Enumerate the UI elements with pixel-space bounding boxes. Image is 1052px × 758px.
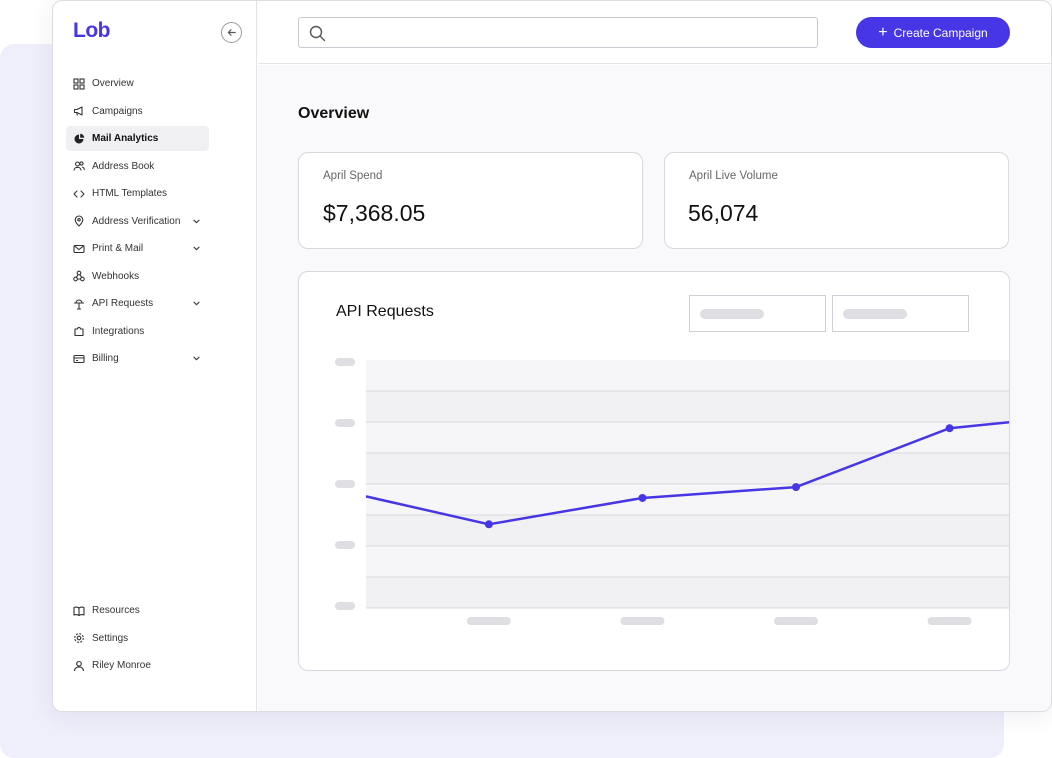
sidebar-item-riley-monroe[interactable]: Riley Monroe (66, 653, 209, 678)
collapse-sidebar-button[interactable] (221, 22, 242, 43)
stat-label: April Live Volume (689, 170, 778, 182)
stat-label: April Spend (323, 170, 383, 182)
sidebar-item-print-and-mail[interactable]: Print & Mail (66, 236, 209, 261)
mail-icon (73, 243, 85, 255)
y-tick-placeholder (335, 541, 355, 549)
plot-band (366, 391, 1009, 422)
brand-logo[interactable]: Lob (73, 19, 110, 42)
y-tick-placeholder (335, 602, 355, 610)
x-tick-placeholder (466, 617, 511, 625)
pie-chart-icon (73, 133, 85, 145)
create-campaign-label: Create Campaign (893, 25, 988, 40)
credit-card-icon (73, 353, 85, 365)
sidebar-item-label: HTML Templates (92, 188, 168, 199)
content: Overview April Spend $7,368.05 April Liv… (258, 65, 1051, 711)
dropdown-placeholder (843, 309, 907, 319)
sidebar-item-label: Campaigns (92, 105, 143, 117)
plot-band (366, 577, 1009, 608)
sidebar-item-label: Integrations (92, 325, 145, 337)
plot-band (366, 484, 1009, 515)
sidebar-item-address-verification[interactable]: Address Verification (66, 209, 209, 234)
sidebar: Lob Overview Campaigns Mail Analytics Addre… (53, 1, 257, 711)
sidebar-item-label: Print & Mail (92, 243, 144, 254)
users-icon (73, 160, 85, 172)
data-point (638, 493, 647, 502)
plus-icon: + (878, 23, 888, 41)
series-line (365, 420, 1009, 526)
sidebar-item-resources[interactable]: Resources (66, 598, 209, 623)
sidebar-item-label: Webhooks (92, 270, 140, 282)
sidebar-nav: Overview Campaigns Mail Analytics Address B… (66, 71, 209, 374)
chevron-down-icon[interactable] (192, 217, 201, 226)
create-campaign-button[interactable]: + Create Campaign (856, 17, 1010, 48)
sidebar-item-mail-analytics[interactable]: Mail Analytics (66, 126, 209, 151)
sidebar-item-label: Riley Monroe (92, 660, 151, 671)
search-icon (309, 25, 326, 42)
chart-title: API Requests (336, 303, 434, 320)
grid-icon (73, 77, 85, 90)
plot-band (366, 453, 1009, 484)
plot-band (366, 360, 1009, 391)
x-tick-placeholder (774, 617, 818, 625)
main-area: + Create Campaign Overview April Spend $… (258, 1, 1051, 711)
sidebar-item-label: Address Verification (92, 215, 181, 227)
sidebar-item-label: Resources (92, 605, 140, 616)
stat-value: $7,368.05 (323, 200, 426, 226)
plot-band (366, 546, 1009, 577)
data-point (484, 520, 493, 529)
top-bar: + Create Campaign (258, 1, 1051, 64)
sidebar-item-label: Billing (92, 353, 119, 364)
puzzle-icon (73, 325, 85, 337)
plot-band (366, 515, 1009, 546)
data-point (945, 424, 954, 433)
user-icon (73, 660, 85, 672)
sidebar-item-api-requests[interactable]: API Requests (66, 291, 209, 316)
api-icon (73, 298, 85, 310)
sidebar-item-label: Settings (92, 632, 129, 644)
sidebar-item-webhooks[interactable]: Webhooks (66, 264, 209, 289)
app-window: Lob Overview Campaigns Mail Analytics Addre… (52, 0, 1052, 712)
sidebar-item-label: Overview (92, 78, 134, 89)
sidebar-item-html-templates[interactable]: HTML Templates (66, 181, 209, 206)
chevron-down-icon[interactable] (192, 354, 201, 363)
arrow-left-icon (227, 29, 236, 36)
api-requests-chart (335, 358, 1009, 625)
code-icon (73, 188, 85, 200)
sidebar-item-settings[interactable]: Settings (66, 626, 209, 651)
search-input[interactable] (298, 17, 818, 48)
sidebar-item-billing[interactable]: Billing (66, 346, 209, 371)
page-title: Overview (298, 105, 370, 122)
gear-icon (73, 632, 85, 644)
megaphone-icon (73, 105, 85, 117)
location-pin-icon (73, 215, 85, 227)
sidebar-item-integrations[interactable]: Integrations (66, 319, 209, 344)
x-tick-placeholder (927, 617, 972, 625)
chevron-down-icon[interactable] (192, 244, 201, 253)
sidebar-item-label: Mail Analytics (92, 133, 159, 144)
date-range-dropdown[interactable] (689, 295, 826, 332)
sidebar-item-label: API Requests (92, 298, 154, 309)
sidebar-item-address-book[interactable]: Address Book (66, 154, 209, 179)
sidebar-item-overview[interactable]: Overview (66, 71, 209, 96)
stat-card-volume: April Live Volume 56,074 (664, 152, 1009, 249)
chevron-down-icon[interactable] (192, 299, 201, 308)
y-tick-placeholder (335, 419, 355, 427)
sidebar-item-campaigns[interactable]: Campaigns (66, 99, 209, 124)
y-tick-placeholder (335, 358, 355, 366)
filter-dropdown[interactable] (832, 295, 969, 332)
y-tick-placeholder (335, 480, 355, 488)
data-point (792, 483, 800, 492)
sidebar-nav-bottom: Resources Settings Riley Monroe (66, 598, 209, 681)
x-tick-placeholder (620, 617, 665, 625)
stat-value: 56,074 (688, 200, 759, 226)
api-requests-card: API Requests (298, 271, 1010, 671)
dropdown-placeholder (700, 309, 764, 319)
plot-band (366, 422, 1009, 453)
book-icon (73, 605, 85, 617)
stat-card-spend: April Spend $7,368.05 (298, 152, 643, 249)
sidebar-item-label: Address Book (92, 160, 155, 172)
webhook-icon (73, 270, 85, 282)
